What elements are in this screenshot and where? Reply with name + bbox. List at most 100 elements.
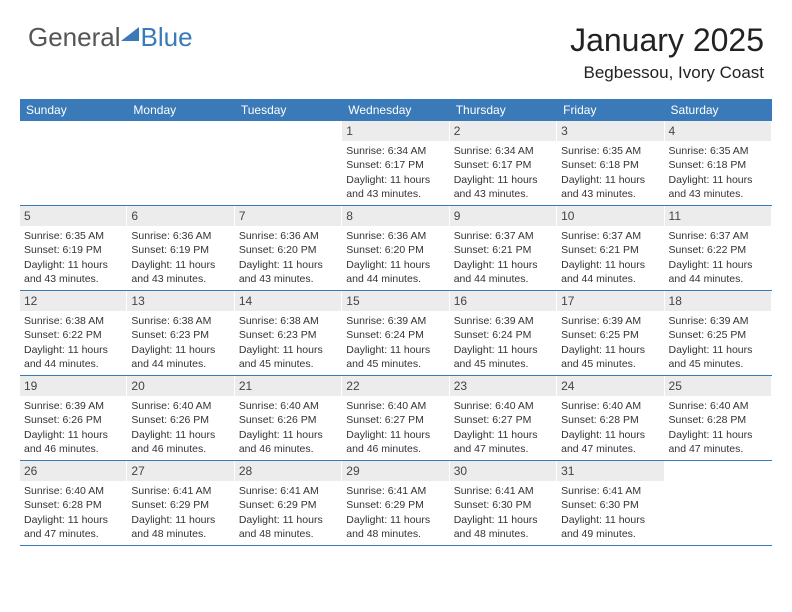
- sunrise-text: Sunrise: 6:41 AM: [131, 484, 229, 498]
- day-details: Sunrise: 6:38 AMSunset: 6:23 PMDaylight:…: [131, 314, 229, 371]
- daylight-text: Daylight: 11 hours and 45 minutes.: [346, 343, 444, 371]
- calendar-day: 29Sunrise: 6:41 AMSunset: 6:29 PMDayligh…: [342, 461, 449, 545]
- daylight-text: Daylight: 11 hours and 48 minutes.: [131, 513, 229, 541]
- daylight-text: Daylight: 11 hours and 48 minutes.: [239, 513, 337, 541]
- calendar-day: 14 Sunrise: 6:38 AMSunset: 6:23 PMDayligh…: [235, 291, 342, 375]
- sunrise-text: Sunrise: 6:39 AM: [561, 314, 659, 328]
- sunrise-text: Sunrise: 6:34 AM: [346, 144, 444, 158]
- daylight-text: Daylight: 11 hours and 44 minutes.: [561, 258, 659, 286]
- daylight-text: Daylight: 11 hours and 47 minutes.: [669, 428, 767, 456]
- day-number: 11: [665, 206, 771, 226]
- calendar-day: 22Sunrise: 6:40 AMSunset: 6:27 PMDayligh…: [342, 376, 449, 460]
- sunrise-text: Sunrise: 6:38 AM: [131, 314, 229, 328]
- weekday-header: Wednesday: [342, 99, 449, 121]
- daylight-text: Daylight: 11 hours and 43 minutes.: [454, 173, 552, 201]
- calendar-day: 30Sunrise: 6:41 AMSunset: 6:30 PMDayligh…: [450, 461, 557, 545]
- sunrise-text: Sunrise: 6:41 AM: [346, 484, 444, 498]
- calendar-day: 4Sunrise: 6:35 AMSunset: 6:18 PMDaylight…: [665, 121, 772, 205]
- logo: General Blue: [28, 22, 193, 53]
- sunset-text: Sunset: 6:19 PM: [24, 243, 122, 257]
- calendar-day: 5Sunrise: 6:35 AMSunset: 6:19 PMDaylight…: [20, 206, 127, 290]
- sunset-text: Sunset: 6:21 PM: [454, 243, 552, 257]
- day-number: 1: [342, 121, 448, 141]
- weekday-header: Saturday: [665, 99, 772, 121]
- calendar-day: 8Sunrise: 6:36 AMSunset: 6:20 PMDaylight…: [342, 206, 449, 290]
- day-details: Sunrise: 6:36 AMSunset: 6:20 PMDaylight:…: [346, 229, 444, 286]
- sunrise-text: Sunrise: 6:37 AM: [454, 229, 552, 243]
- day-details: Sunrise: 6:36 AMSunset: 6:20 PMDaylight:…: [239, 229, 337, 286]
- sunrise-text: Sunrise: 6:36 AM: [239, 229, 337, 243]
- daylight-text: Daylight: 11 hours and 46 minutes.: [131, 428, 229, 456]
- sunset-text: Sunset: 6:17 PM: [346, 158, 444, 172]
- sunset-text: Sunset: 6:24 PM: [454, 328, 552, 342]
- calendar-week: 19Sunrise: 6:39 AMSunset: 6:26 PMDayligh…: [20, 376, 772, 461]
- sunset-text: Sunset: 6:20 PM: [239, 243, 337, 257]
- day-details: Sunrise: 6:39 AMSunset: 6:25 PMDaylight:…: [669, 314, 767, 371]
- weekday-header: Friday: [557, 99, 664, 121]
- day-details: Sunrise: 6:37 AMSunset: 6:21 PMDaylight:…: [561, 229, 659, 286]
- sunrise-text: Sunrise: 6:40 AM: [669, 399, 767, 413]
- day-number: 6: [127, 206, 233, 226]
- sunset-text: Sunset: 6:29 PM: [239, 498, 337, 512]
- sunrise-text: Sunrise: 6:38 AM: [24, 314, 122, 328]
- sunrise-text: Sunrise: 6:39 AM: [24, 399, 122, 413]
- day-details: Sunrise: 6:40 AMSunset: 6:27 PMDaylight:…: [346, 399, 444, 456]
- day-details: Sunrise: 6:38 AMSunset: 6:23 PMDaylight:…: [239, 314, 337, 371]
- day-number: 17: [557, 291, 663, 311]
- sunrise-text: Sunrise: 6:40 AM: [346, 399, 444, 413]
- calendar-day: 12Sunrise: 6:38 AMSunset: 6:22 PMDayligh…: [20, 291, 127, 375]
- calendar-week: 26Sunrise: 6:40 AMSunset: 6:28 PMDayligh…: [20, 461, 772, 546]
- day-number: 3: [557, 121, 663, 141]
- sunset-text: Sunset: 6:17 PM: [454, 158, 552, 172]
- sunset-text: Sunset: 6:23 PM: [239, 328, 337, 342]
- sunrise-text: Sunrise: 6:41 AM: [454, 484, 552, 498]
- day-number: 31: [557, 461, 663, 481]
- day-number: 13: [127, 291, 233, 311]
- calendar-day: 10Sunrise: 6:37 AMSunset: 6:21 PMDayligh…: [557, 206, 664, 290]
- title-block: January 2025 Begbessou, Ivory Coast: [570, 22, 764, 83]
- calendar-day: 27Sunrise: 6:41 AMSunset: 6:29 PMDayligh…: [127, 461, 234, 545]
- calendar-week: 12Sunrise: 6:38 AMSunset: 6:22 PMDayligh…: [20, 291, 772, 376]
- day-number: 30: [450, 461, 556, 481]
- daylight-text: Daylight: 11 hours and 44 minutes.: [346, 258, 444, 286]
- daylight-text: Daylight: 11 hours and 45 minutes.: [454, 343, 552, 371]
- day-details: Sunrise: 6:37 AMSunset: 6:21 PMDaylight:…: [454, 229, 552, 286]
- day-details: Sunrise: 6:39 AMSunset: 6:24 PMDaylight:…: [454, 314, 552, 371]
- daylight-text: Daylight: 11 hours and 44 minutes.: [131, 343, 229, 371]
- sunset-text: Sunset: 6:18 PM: [561, 158, 659, 172]
- calendar-day: .: [665, 461, 772, 545]
- sunset-text: Sunset: 6:26 PM: [131, 413, 229, 427]
- sunrise-text: Sunrise: 6:35 AM: [24, 229, 122, 243]
- day-details: Sunrise: 6:35 AMSunset: 6:19 PMDaylight:…: [24, 229, 122, 286]
- day-details: Sunrise: 6:39 AMSunset: 6:24 PMDaylight:…: [346, 314, 444, 371]
- day-number: 21: [235, 376, 341, 396]
- daylight-text: Daylight: 11 hours and 46 minutes.: [24, 428, 122, 456]
- day-number: 27: [127, 461, 233, 481]
- day-number: 14: [235, 291, 341, 311]
- sunrise-text: Sunrise: 6:38 AM: [239, 314, 337, 328]
- day-details: Sunrise: 6:40 AMSunset: 6:26 PMDaylight:…: [131, 399, 229, 456]
- day-details: Sunrise: 6:39 AMSunset: 6:25 PMDaylight:…: [561, 314, 659, 371]
- day-details: Sunrise: 6:41 AMSunset: 6:29 PMDaylight:…: [346, 484, 444, 541]
- day-details: Sunrise: 6:40 AMSunset: 6:26 PMDaylight:…: [239, 399, 337, 456]
- calendar-day: 21 Sunrise: 6:40 AMSunset: 6:26 PMDayligh…: [235, 376, 342, 460]
- sunrise-text: Sunrise: 6:39 AM: [454, 314, 552, 328]
- calendar-day: 16Sunrise: 6:39 AMSunset: 6:24 PMDayligh…: [450, 291, 557, 375]
- day-details: Sunrise: 6:36 AMSunset: 6:19 PMDaylight:…: [131, 229, 229, 286]
- sunrise-text: Sunrise: 6:41 AM: [561, 484, 659, 498]
- sunset-text: Sunset: 6:27 PM: [346, 413, 444, 427]
- day-number: 9: [450, 206, 556, 226]
- calendar-day: 1Sunrise: 6:34 AMSunset: 6:17 PMDaylight…: [342, 121, 449, 205]
- weekday-header: Tuesday: [235, 99, 342, 121]
- sunrise-text: Sunrise: 6:41 AM: [239, 484, 337, 498]
- sunset-text: Sunset: 6:30 PM: [561, 498, 659, 512]
- day-number: 4: [665, 121, 771, 141]
- sunrise-text: Sunrise: 6:37 AM: [669, 229, 767, 243]
- sunrise-text: Sunrise: 6:35 AM: [561, 144, 659, 158]
- calendar: SundayMondayTuesdayWednesdayThursdayFrid…: [20, 99, 772, 546]
- calendar-day: 7Sunrise: 6:36 AMSunset: 6:20 PMDaylight…: [235, 206, 342, 290]
- sunset-text: Sunset: 6:18 PM: [669, 158, 767, 172]
- sunset-text: Sunset: 6:28 PM: [561, 413, 659, 427]
- daylight-text: Daylight: 11 hours and 49 minutes.: [561, 513, 659, 541]
- day-number: 26: [20, 461, 126, 481]
